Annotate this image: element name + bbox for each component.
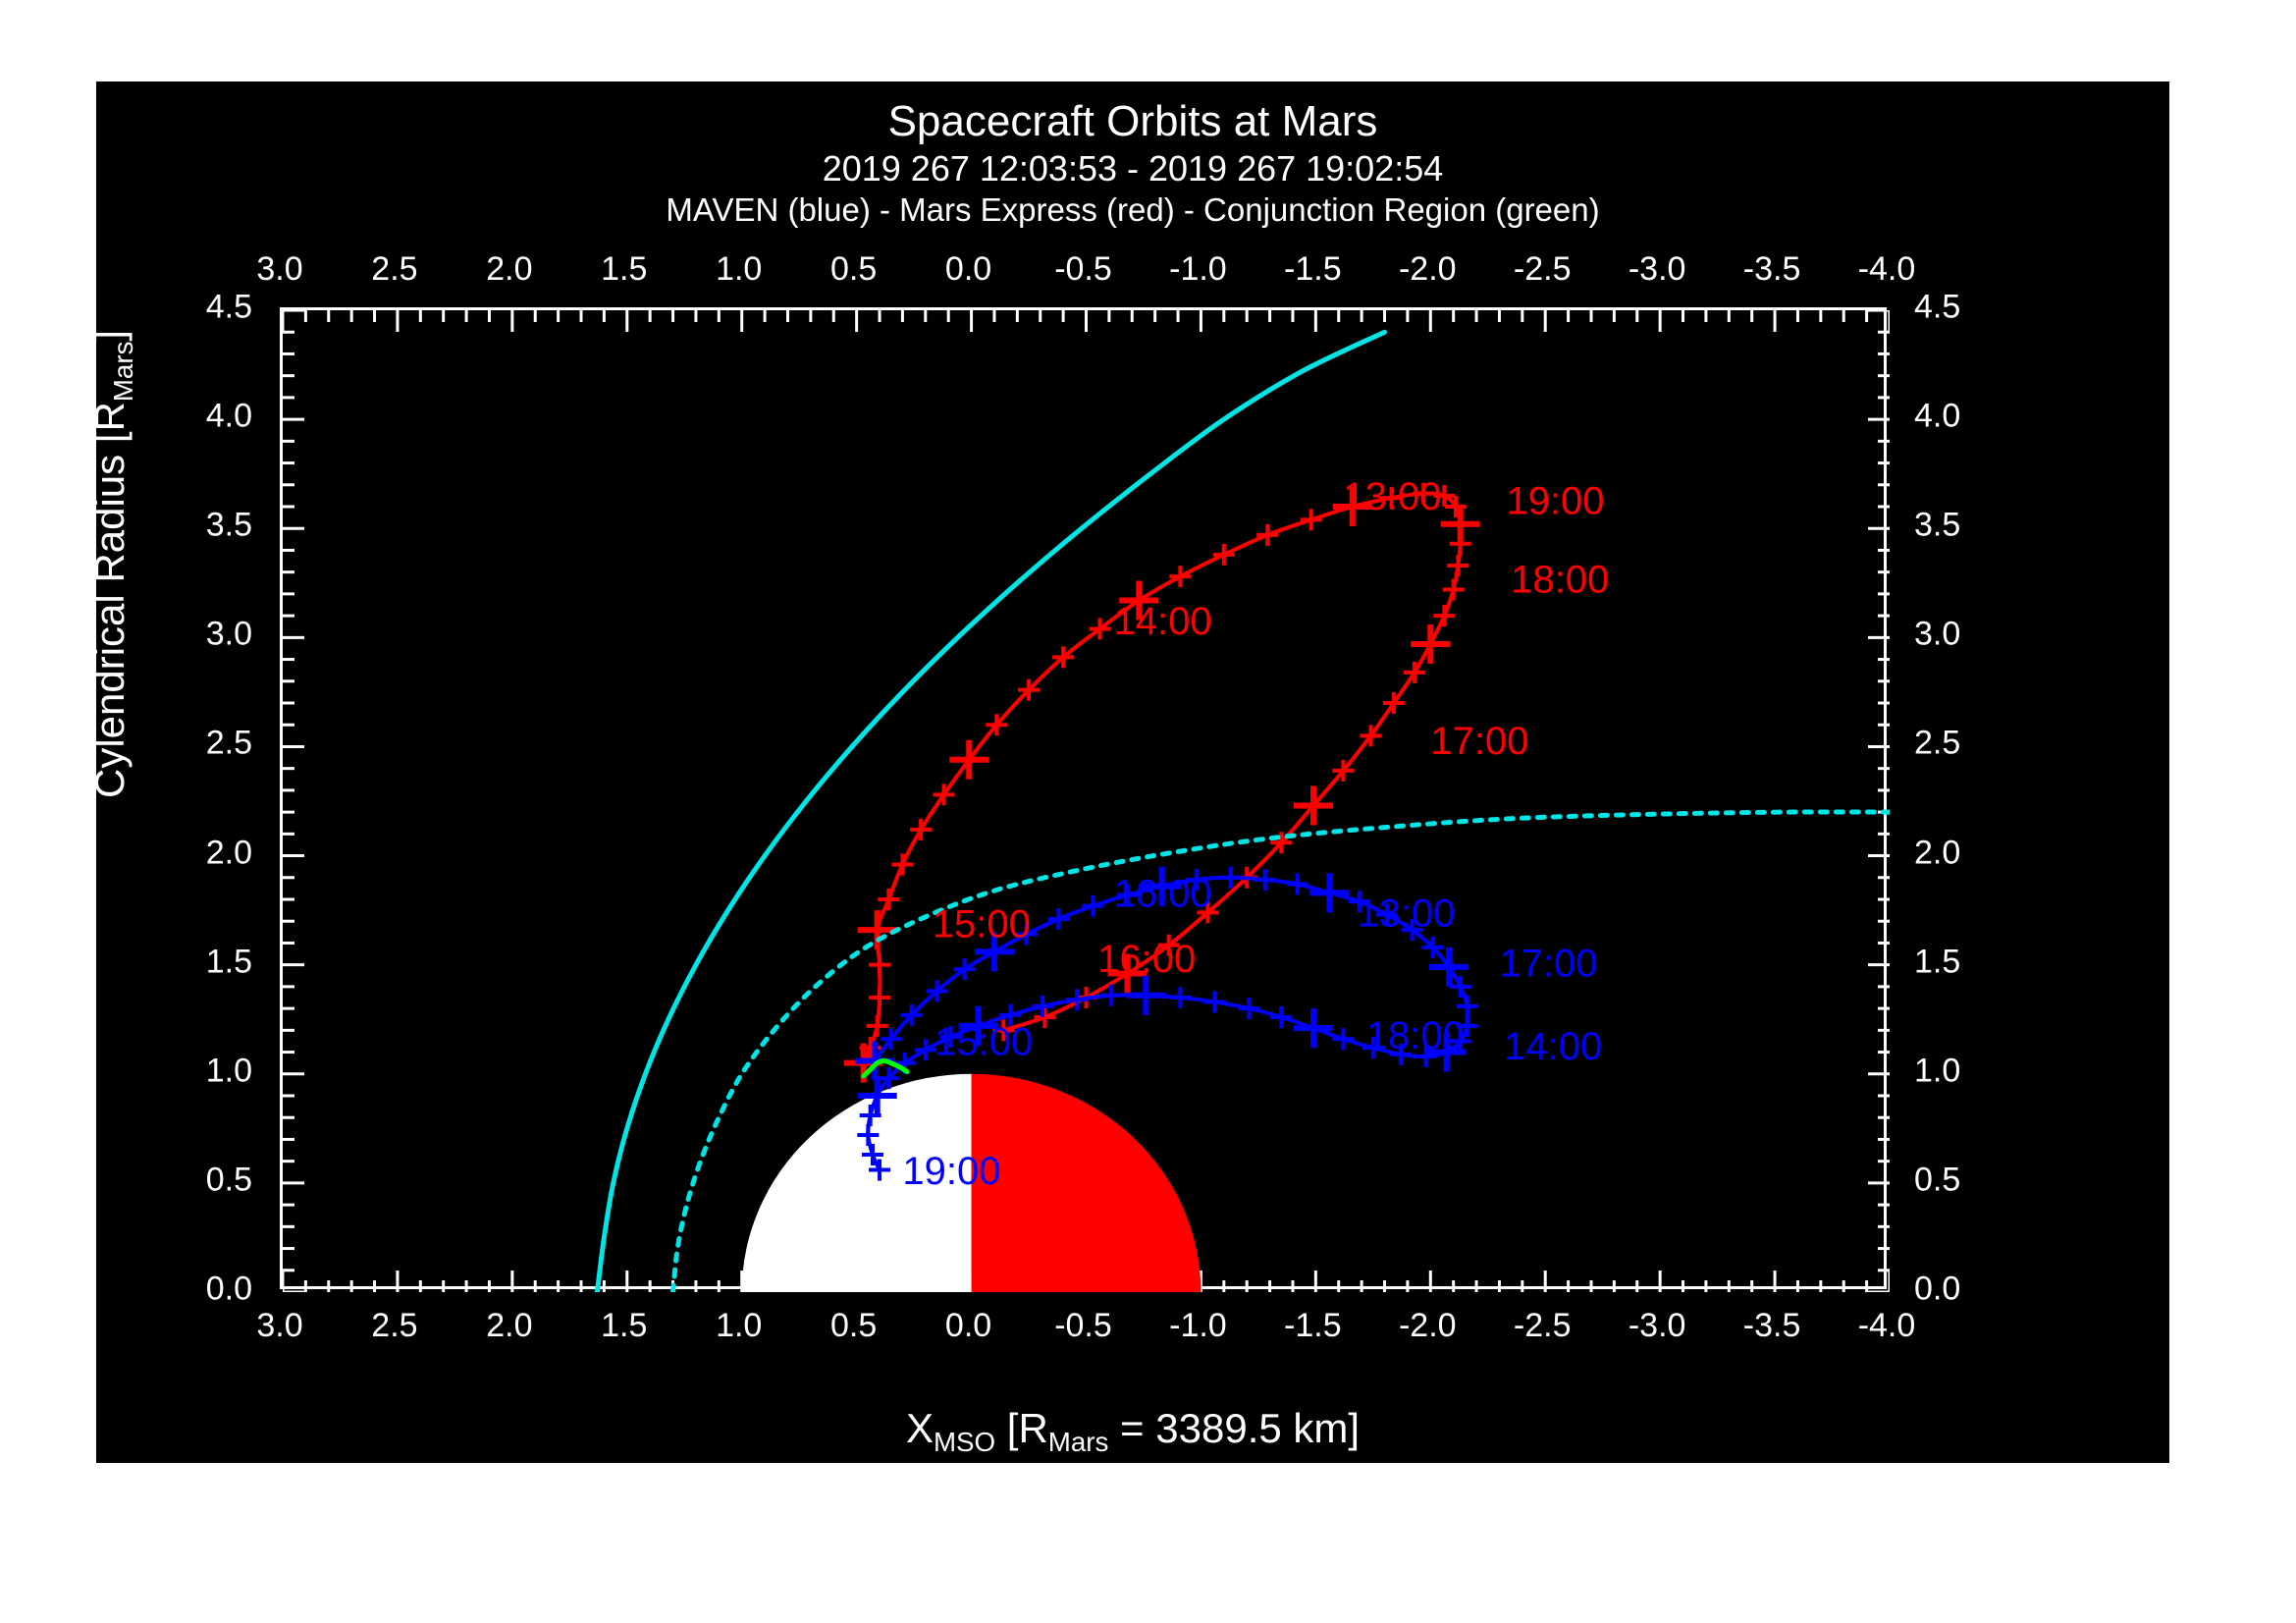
x-axis-label: XMSO [RMars = 3389.5 km]: [96, 1405, 2169, 1458]
time-annotation: 13:00: [1357, 893, 1455, 936]
x-tick-label: 2.0: [486, 250, 532, 289]
time-annotation: 19:00: [1506, 480, 1604, 523]
x-tick-label: 2.5: [371, 1307, 417, 1345]
time-annotation: 15:00: [933, 903, 1031, 947]
x-tick-label: 1.5: [601, 1307, 647, 1345]
x-tick-label: 1.5: [601, 250, 647, 289]
x-tick-label: -2.5: [1514, 250, 1572, 289]
y-tick-label: 0.0: [1914, 1271, 1960, 1309]
y-tick-label: 3.0: [1914, 616, 1960, 654]
y-axis-label: Cylendrical Radius [RMars]: [86, 330, 139, 798]
x-tick-label: 0.5: [830, 1307, 877, 1345]
plot-frame: 14:00 13:00 19:00 18:00 17:00 15:00 16:00 16:00…: [280, 307, 1887, 1289]
time-annotation: 14:00: [1114, 600, 1212, 643]
x-tick-label: 1.0: [716, 250, 762, 289]
x-axis-label-subscript-mars: Mars: [1048, 1427, 1109, 1457]
time-annotation: 17:00: [1430, 720, 1528, 763]
x-tick-label: -3.5: [1743, 250, 1801, 289]
x-tick-label: 0.0: [945, 1307, 991, 1345]
y-tick-label: 2.0: [206, 834, 252, 872]
x-tick-label: -3.5: [1743, 1307, 1801, 1345]
time-annotation: 16:00: [1114, 873, 1212, 916]
time-annotation: 14:00: [1504, 1025, 1602, 1068]
y-axis-label-suffix: ]: [86, 330, 133, 342]
x-tick-label: -1.0: [1169, 250, 1227, 289]
x-tick-label: -3.0: [1629, 1307, 1686, 1345]
y-tick-label: 1.0: [1914, 1052, 1960, 1090]
time-annotation: 19:00: [902, 1150, 1000, 1193]
time-range-subtitle: 2019 267 12:03:53 - 2019 267 19:02:54: [96, 148, 2169, 189]
x-tick-label: -0.5: [1054, 1307, 1112, 1345]
figure-page: Spacecraft Orbits at Mars 2019 267 12:03…: [0, 0, 2296, 1623]
y-tick-label: 0.0: [206, 1271, 252, 1309]
y-tick-label: 4.0: [206, 398, 252, 436]
x-tick-label: -1.0: [1169, 1307, 1227, 1345]
x-tick-label: -2.0: [1399, 250, 1457, 289]
time-annotation: 13:00: [1343, 475, 1441, 518]
plot-figure: Spacecraft Orbits at Mars 2019 267 12:03…: [96, 81, 2169, 1463]
y-tick-label: 3.5: [206, 507, 252, 545]
y-tick-label: 1.5: [206, 943, 252, 981]
time-annotation: 16:00: [1097, 938, 1196, 981]
y-axis-label-prefix: Cylendrical Radius [R: [86, 402, 133, 798]
x-tick-label: 2.0: [486, 1307, 532, 1345]
legend-subtitle: MAVEN (blue) - Mars Express (red) - Conj…: [96, 191, 2169, 229]
y-axis-label-subscript: Mars: [108, 342, 138, 403]
y-tick-label: 1.0: [206, 1052, 252, 1090]
x-tick-label: 3.0: [256, 1307, 302, 1345]
x-tick-label: 0.0: [945, 250, 991, 289]
x-tick-label: 3.0: [256, 250, 302, 289]
x-tick-label: -1.5: [1284, 1307, 1342, 1345]
y-tick-label: 4.5: [206, 289, 252, 327]
x-axis-label-subscript-mso: MSO: [934, 1427, 995, 1457]
x-tick-label: -0.5: [1054, 250, 1112, 289]
x-tick-label: 0.5: [830, 250, 877, 289]
time-annotation: 17:00: [1499, 943, 1597, 986]
y-tick-label: 2.0: [1914, 834, 1960, 872]
mars-dayside: [972, 1074, 1201, 1292]
x-tick-label: -2.0: [1399, 1307, 1457, 1345]
y-tick-label: 4.0: [1914, 398, 1960, 436]
x-tick-label: -4.0: [1858, 250, 1916, 289]
x-axis-label-suffix: = 3389.5 km]: [1108, 1405, 1360, 1451]
x-tick-label: 1.0: [716, 1307, 762, 1345]
y-tick-label: 4.5: [1914, 289, 1960, 327]
y-tick-label: 3.5: [1914, 507, 1960, 545]
x-tick-label: -1.5: [1284, 250, 1342, 289]
x-tick-label: -3.0: [1629, 250, 1686, 289]
y-tick-label: 1.5: [1914, 943, 1960, 981]
time-annotation: 18:00: [1511, 559, 1609, 602]
x-axis-label-mid: [R: [995, 1405, 1048, 1451]
x-tick-label: 2.5: [371, 250, 417, 289]
time-annotation: 18:00: [1366, 1014, 1465, 1057]
x-axis-label-prefix: X: [906, 1405, 934, 1451]
y-tick-label: 0.5: [206, 1161, 252, 1199]
x-tick-label: -2.5: [1514, 1307, 1572, 1345]
plot-canvas: 14:00 13:00 19:00 18:00 17:00 15:00 16:00 16:00…: [283, 310, 1890, 1292]
time-annotation: 15:00: [934, 1021, 1033, 1064]
y-tick-label: 3.0: [206, 616, 252, 654]
y-tick-label: 2.5: [206, 725, 252, 763]
y-tick-label: 2.5: [1914, 725, 1960, 763]
x-tick-label: -4.0: [1858, 1307, 1916, 1345]
page-title: Spacecraft Orbits at Mars: [96, 97, 2169, 146]
y-tick-label: 0.5: [1914, 1161, 1960, 1199]
